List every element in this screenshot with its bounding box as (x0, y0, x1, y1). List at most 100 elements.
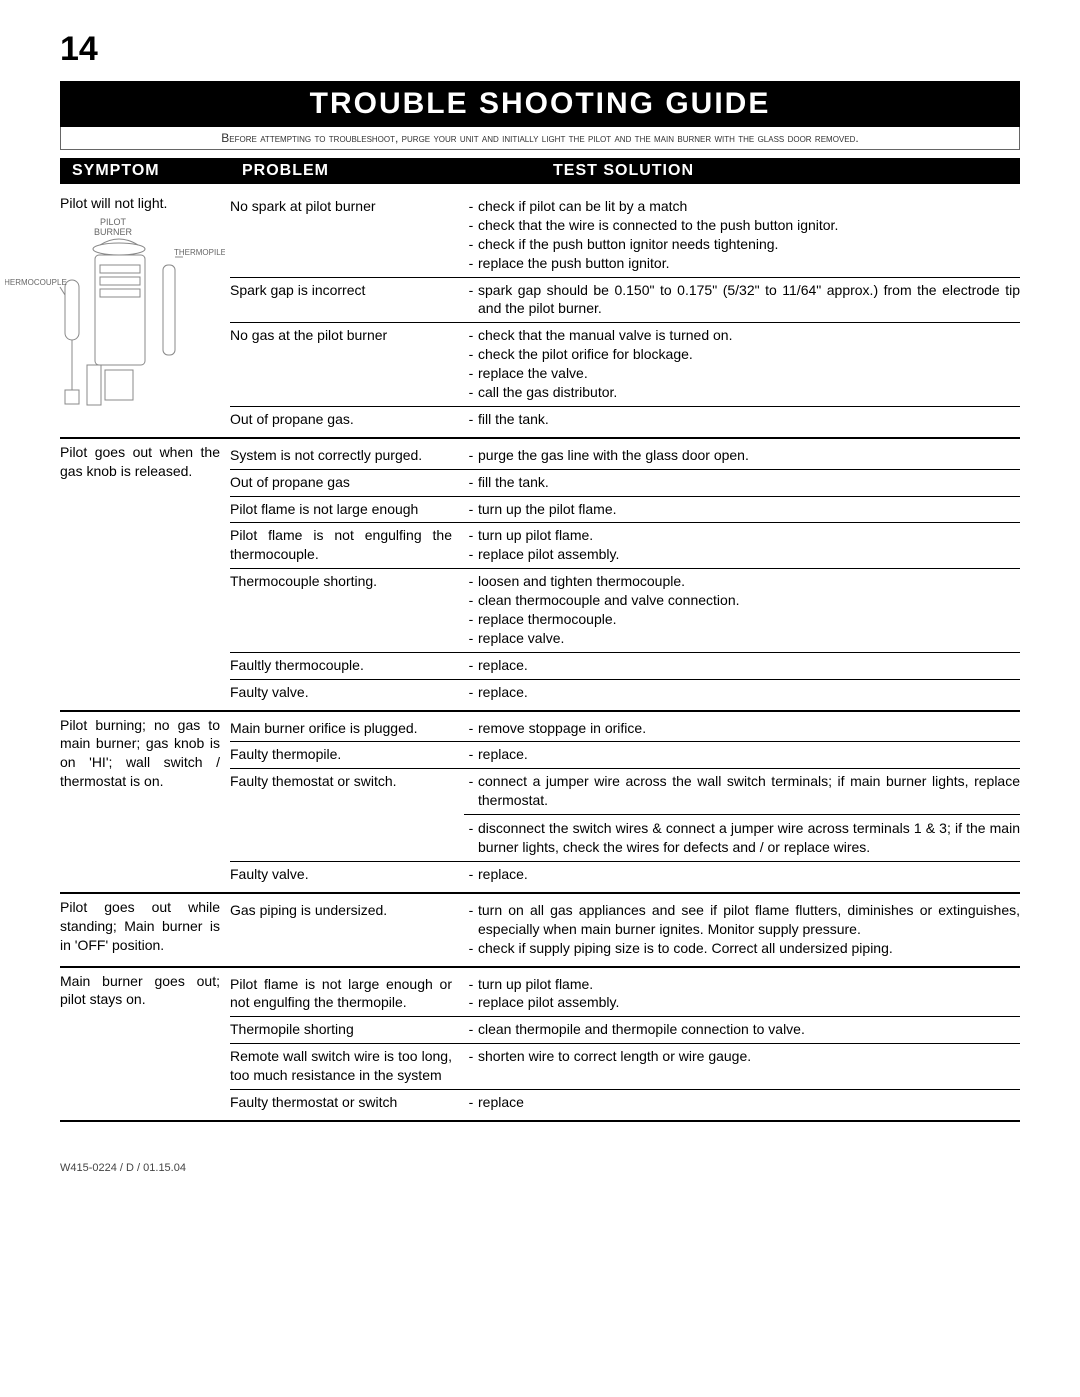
problem-row: Faulty thermopile.-replace. (230, 742, 1020, 769)
problem-text: Pilot flame is not engulfing the thermoc… (230, 526, 460, 564)
solution-text: -turn up pilot flame.-replace pilot asse… (460, 975, 1020, 1013)
banner-title: TROUBLE SHOOTING GUIDE (60, 81, 1020, 127)
footer-code: W415-0224 / D / 01.15.04 (60, 1162, 1020, 1174)
problem-text: Spark gap is incorrect (230, 281, 460, 319)
solution-text: -replace (460, 1093, 1020, 1112)
problem-text: Faulty valve. (230, 865, 460, 884)
solution-item: -purge the gas line with the glass door … (464, 446, 1020, 465)
solution-item: -turn up pilot flame. (464, 526, 1020, 545)
symptom-text: Pilot goes out when the gas knob is rele… (60, 443, 230, 706)
solution-item: -replace. (464, 865, 1020, 884)
solution-item: -check if the push button ignitor needs … (464, 235, 1020, 254)
problem-row: Remote wall switch wire is too long, too… (230, 1044, 1020, 1090)
svg-text:PILOT: PILOT (100, 217, 127, 227)
solution-item: -spark gap should be 0.150" to 0.175" (5… (464, 281, 1020, 319)
solution-item: -replace. (464, 656, 1020, 675)
problems-cell: System is not correctly purged.-purge th… (230, 443, 1020, 706)
problem-row: Gas piping is undersized.-turn on all ga… (230, 898, 1020, 962)
problem-row: Pilot flame is not engulfing the thermoc… (230, 523, 1020, 569)
header-solution: TEST SOLUTION (468, 162, 1012, 180)
problem-row: Faulty valve.-replace. (230, 862, 1020, 888)
solution-text: -replace. (460, 656, 1020, 675)
solution-item: -turn up pilot flame. (464, 975, 1020, 994)
table-header: SYMPTOM PROBLEM TEST SOLUTION (60, 158, 1020, 184)
problem-text: Faulty thermopile. (230, 745, 460, 764)
pilot-assembly-diagram: PILOT BURNER THERMOPILE THERMOCOUPLE (5, 215, 225, 435)
header-problem: PROBLEM (238, 162, 468, 180)
solution-item: -clean thermocouple and valve connection… (464, 591, 1020, 610)
solution-text: -purge the gas line with the glass door … (460, 446, 1020, 465)
solution-text: -replace. (460, 745, 1020, 764)
solution-item: -replace thermocouple. (464, 610, 1020, 629)
problem-row: Pilot flame is not large enough or not e… (230, 972, 1020, 1018)
svg-text:THERMOPILE: THERMOPILE (174, 248, 225, 257)
solution-text: -check that the manual valve is turned o… (460, 326, 1020, 402)
problem-text: Pilot flame is not large enough (230, 500, 460, 519)
solution-text: -spark gap should be 0.150" to 0.175" (5… (460, 281, 1020, 319)
problem-row: Out of propane gas.-fill the tank. (230, 407, 1020, 433)
problem-text: System is not correctly purged. (230, 446, 460, 465)
problem-row: Faulty themostat or switch.-connect a ju… (230, 769, 1020, 862)
solution-item: -connect a jumper wire across the wall s… (464, 772, 1020, 810)
problem-row: Spark gap is incorrect-spark gap should … (230, 278, 1020, 324)
problem-text: Faulty thermostat or switch (230, 1093, 460, 1112)
problem-text: Main burner orifice is plugged. (230, 719, 460, 738)
solution-text: -turn up pilot flame.-replace pilot asse… (460, 526, 1020, 564)
svg-text:THERMOCOUPLE: THERMOCOUPLE (5, 278, 67, 287)
problem-text: Remote wall switch wire is too long, too… (230, 1047, 460, 1085)
symptom-text: Pilot goes out while standing; Main burn… (60, 898, 230, 962)
problem-row: Pilot flame is not large enough-turn up … (230, 497, 1020, 524)
solution-text: -replace. (460, 865, 1020, 884)
problem-text: Gas piping is undersized. (230, 901, 460, 958)
solution-subgroup: -disconnect the switch wires & connect a… (464, 814, 1020, 857)
problem-row: Faultly thermocouple.-replace. (230, 653, 1020, 680)
solution-item: -replace pilot assembly. (464, 993, 1020, 1012)
symptom-block: Pilot goes out when the gas knob is rele… (60, 439, 1020, 712)
problem-row: Out of propane gas-fill the tank. (230, 470, 1020, 497)
problem-text: Thermopile shorting (230, 1020, 460, 1039)
problems-cell: Pilot flame is not large enough or not e… (230, 972, 1020, 1116)
problem-row: No spark at pilot burner-check if pilot … (230, 194, 1020, 278)
solution-item: -check the pilot orifice for blockage. (464, 345, 1020, 364)
problem-row: Faulty valve.-replace. (230, 680, 1020, 706)
problems-cell: No spark at pilot burner-check if pilot … (230, 194, 1020, 433)
problem-text: Out of propane gas. (230, 410, 460, 429)
problem-row: Faulty thermostat or switch-replace (230, 1090, 1020, 1116)
notice-text: Before attempting to troubleshoot, purge… (60, 127, 1020, 150)
solution-text: -clean thermopile and thermopile connect… (460, 1020, 1020, 1039)
solution-item: -replace (464, 1093, 1020, 1112)
solution-item: -clean thermopile and thermopile connect… (464, 1020, 1020, 1039)
solution-item: -replace. (464, 745, 1020, 764)
symptom-text: Pilot burning; no gas to main burner; ga… (60, 716, 230, 888)
solution-text: -turn up the pilot flame. (460, 500, 1020, 519)
solution-text: -loosen and tighten thermocouple.-clean … (460, 572, 1020, 648)
solution-item: -loosen and tighten thermocouple. (464, 572, 1020, 591)
problem-text: No spark at pilot burner (230, 197, 460, 273)
problem-text: Faulty themostat or switch. (230, 772, 460, 857)
solution-item: -check that the wire is connected to the… (464, 216, 1020, 235)
problem-text: Faulty valve. (230, 683, 460, 702)
problem-text: No gas at the pilot burner (230, 326, 460, 402)
solution-text: -check if pilot can be lit by a match-ch… (460, 197, 1020, 273)
symptom-block: Pilot goes out while standing; Main burn… (60, 894, 1020, 968)
problem-row: Thermocouple shorting.-loosen and tighte… (230, 569, 1020, 653)
solution-item: -turn up the pilot flame. (464, 500, 1020, 519)
problem-text: Out of propane gas (230, 473, 460, 492)
solution-text: -remove stoppage in orifice. (460, 719, 1020, 738)
solution-item: -check if pilot can be lit by a match (464, 197, 1020, 216)
solution-text: -replace. (460, 683, 1020, 702)
header-symptom: SYMPTOM (68, 162, 238, 180)
solution-item: -replace the valve. (464, 364, 1020, 383)
solution-item: -replace pilot assembly. (464, 545, 1020, 564)
svg-text:BURNER: BURNER (94, 227, 133, 237)
solution-text: -shorten wire to correct length or wire … (460, 1047, 1020, 1085)
problem-row: No gas at the pilot burner-check that th… (230, 323, 1020, 407)
solution-item: -call the gas distributor. (464, 383, 1020, 402)
problems-cell: Gas piping is undersized.-turn on all ga… (230, 898, 1020, 962)
solution-item: -replace. (464, 683, 1020, 702)
solution-item: -check if supply piping size is to code.… (464, 939, 1020, 958)
solution-text: -fill the tank. (460, 473, 1020, 492)
problems-cell: Main burner orifice is plugged.-remove s… (230, 716, 1020, 888)
solution-item: -turn on all gas appliances and see if p… (464, 901, 1020, 939)
solution-item: -fill the tank. (464, 473, 1020, 492)
